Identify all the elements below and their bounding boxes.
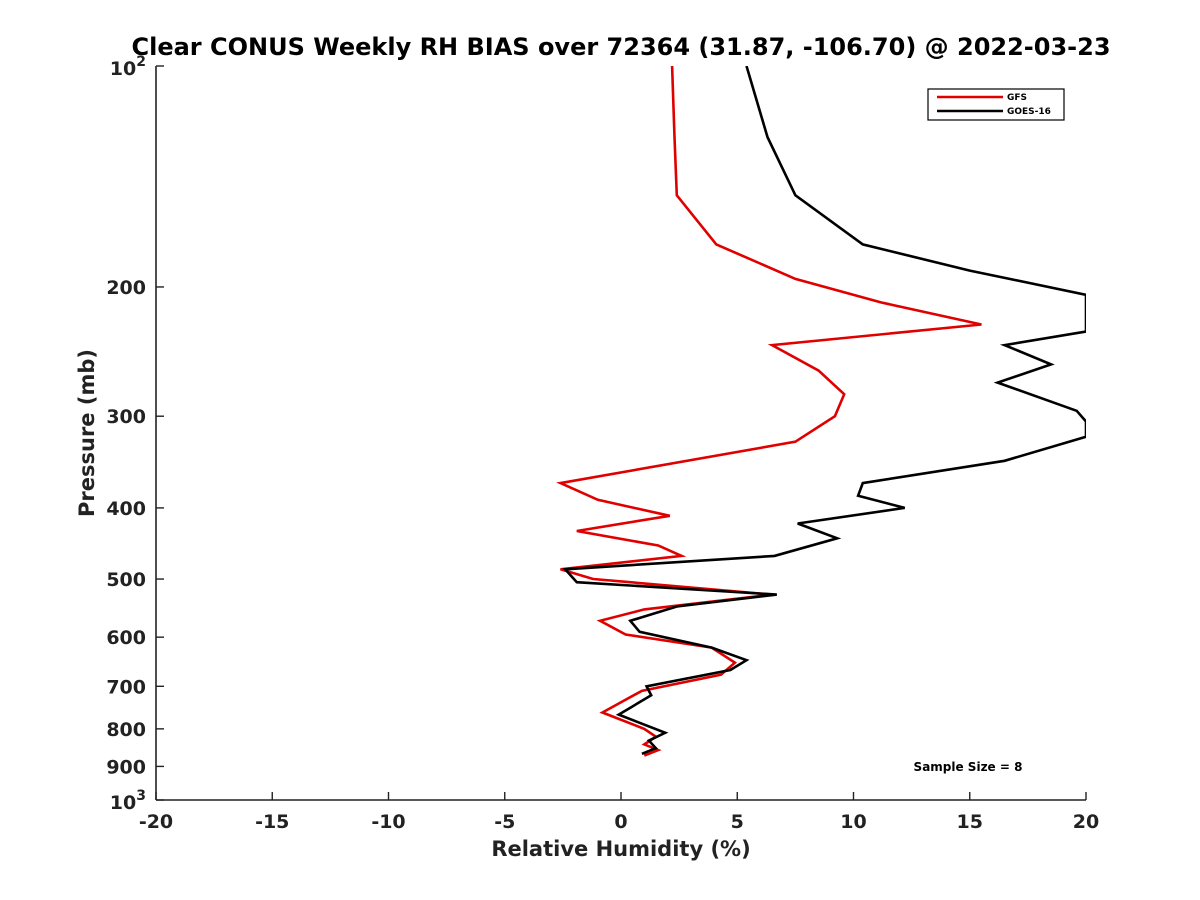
y-tick-label: 400 bbox=[106, 498, 146, 520]
legend-label-goes16: GOES-16 bbox=[1007, 107, 1051, 117]
y-tick-label: 700 bbox=[106, 676, 146, 698]
x-tick-label: 15 bbox=[957, 811, 983, 833]
plot-area bbox=[556, 66, 1086, 757]
sample-size-annotation: Sample Size = 8 bbox=[914, 760, 1023, 774]
y-tick-label: 900 bbox=[106, 756, 146, 778]
legend: GFS GOES-16 bbox=[927, 88, 1065, 121]
x-tick-label: -15 bbox=[255, 811, 289, 833]
series-line-goes16 bbox=[562, 66, 1086, 756]
y-tick-label: 800 bbox=[106, 719, 146, 741]
y-tick-label-power: 103 bbox=[110, 788, 146, 814]
x-ticks: -20 -15 -10 -5 0 5 10 15 20 bbox=[139, 792, 1099, 833]
x-tick-label: 20 bbox=[1073, 811, 1099, 833]
x-tick-label: 0 bbox=[614, 811, 627, 833]
y-ticks: 200 300 400 500 600 700 800 900 102 103 bbox=[106, 54, 164, 814]
chart-title: Clear CONUS Weekly RH BIAS over 72364 (3… bbox=[131, 33, 1110, 61]
series-line-gfs bbox=[556, 66, 982, 757]
y-axis-label: Pressure (mb) bbox=[75, 349, 99, 517]
x-tick-label: -10 bbox=[371, 811, 405, 833]
legend-label-gfs: GFS bbox=[1007, 93, 1027, 103]
y-tick-label: 300 bbox=[106, 406, 146, 428]
x-tick-label: 10 bbox=[840, 811, 866, 833]
series-layer bbox=[556, 66, 1086, 757]
x-tick-label: -5 bbox=[494, 811, 515, 833]
x-tick-label: 5 bbox=[731, 811, 744, 833]
y-tick-label-power: 102 bbox=[110, 54, 146, 80]
y-tick-label: 500 bbox=[106, 569, 146, 591]
y-tick-label: 600 bbox=[106, 627, 146, 649]
legend-box bbox=[927, 88, 1065, 121]
x-axis-label: Relative Humidity (%) bbox=[491, 837, 750, 861]
y-tick-label: 200 bbox=[106, 277, 146, 299]
x-tick-label: -20 bbox=[139, 811, 173, 833]
